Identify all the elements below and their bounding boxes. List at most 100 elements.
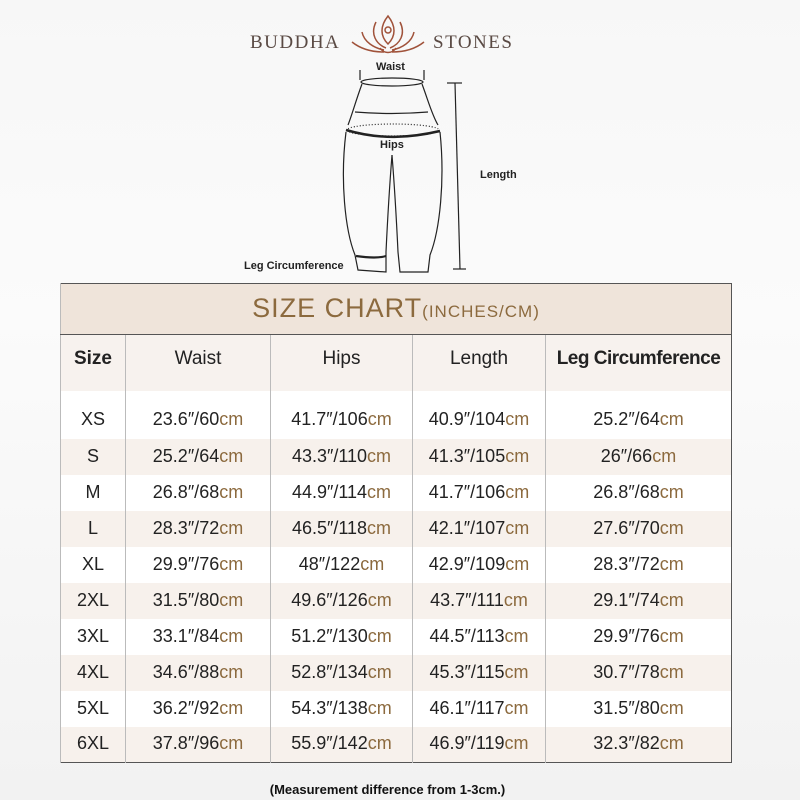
measurement-cell: 29.1″/74cm <box>545 582 732 619</box>
size-cell: 2XL <box>60 582 126 619</box>
size-cell: 3XL <box>60 618 126 655</box>
measurement-cell: 46.9″/119cm <box>412 726 546 763</box>
unit-cm: cm <box>659 661 684 682</box>
measurement-cell: 32.3″/82cm <box>545 726 732 763</box>
table-row: 6XL 37.8″/96cm 55.9″/142cm 46.9″/119cm 32.3″… <box>60 726 732 763</box>
column-header: Waist <box>125 334 271 391</box>
unit-cm: cm <box>219 661 244 682</box>
measurement-cell: 37.8″/96cm <box>125 726 271 763</box>
measurement-value: 31.5″/80 <box>593 697 660 718</box>
unit-cm: cm <box>504 697 529 718</box>
unit-cm: cm <box>367 625 392 646</box>
unit-cm: cm <box>659 408 684 429</box>
measurement-value: 30.7″/78 <box>593 661 660 682</box>
measurement-cell: 49.6″/126cm <box>270 582 413 619</box>
unit-cm: cm <box>219 481 244 502</box>
unit-cm: cm <box>367 517 392 538</box>
measurement-cell: 29.9″/76cm <box>545 618 732 655</box>
size-cell: L <box>60 510 126 547</box>
measurement-value: 37.8″/96 <box>152 733 220 754</box>
measurement-cell: 27.6″/70cm <box>545 510 732 547</box>
unit-cm: cm <box>367 733 392 754</box>
unit-cm: cm <box>367 589 392 610</box>
measurement-cell: 26.8″/68cm <box>545 474 732 511</box>
measurement-cell: 41.3″/105cm <box>412 438 546 475</box>
measurement-value: 49.6″/126 <box>291 589 368 610</box>
table-title-unit: (INCHES/CM) <box>422 302 540 322</box>
leg-circumference-label: Leg Circumference <box>244 260 344 272</box>
measurement-cell: 43.3″/110cm <box>270 438 413 475</box>
lotus-logo-icon <box>351 14 425 54</box>
table-title: SIZE CHART(INCHES/CM) <box>60 283 732 335</box>
measurement-value: 29.1″/74 <box>593 589 660 610</box>
table-title-text: SIZE CHART <box>252 293 423 324</box>
measurement-cell: 45.3″/115cm <box>412 654 546 691</box>
measurement-value: 28.3″/72 <box>152 517 220 538</box>
unit-cm: cm <box>219 445 244 466</box>
measurement-value: 46.9″/119 <box>429 733 505 754</box>
measurement-cell: 41.7″/106cm <box>412 474 546 511</box>
table-row: S 25.2″/64cm 43.3″/110cm 41.3″/105cm 26″/66c… <box>60 438 732 475</box>
measurement-cell: 46.5″/118cm <box>270 510 413 547</box>
unit-cm: cm <box>219 733 244 754</box>
table-row: XL 29.9″/76cm 48″/122cm 42.9″/109cm 28.3″/72… <box>60 546 732 583</box>
hips-label: Hips <box>380 139 404 151</box>
measurement-cell: 26″/66cm <box>545 438 732 475</box>
table-row: M 26.8″/68cm 44.9″/114cm 41.7″/106cm 26.8″/6… <box>60 474 732 511</box>
measurement-cell: 40.9″/104cm <box>412 390 546 439</box>
unit-cm: cm <box>503 589 528 610</box>
table-row: XS 23.6″/60cm 41.7″/106cm 40.9″/104cm 25.2″/… <box>60 390 732 439</box>
table-row: 3XL 33.1″/84cm 51.2″/130cm 44.5″/113cm 29.9″… <box>60 618 732 655</box>
measurement-value: 52.8″/134 <box>291 661 368 682</box>
size-cell: M <box>60 474 126 511</box>
measurement-cell: 23.6″/60cm <box>125 390 271 439</box>
size-cell: 5XL <box>60 690 126 727</box>
measurement-value: 43.7″/111 <box>430 589 504 610</box>
measurement-cell: 30.7″/78cm <box>545 654 732 691</box>
measurement-value: 36.2″/92 <box>152 697 220 718</box>
unit-cm: cm <box>219 625 244 646</box>
unit-cm: cm <box>652 445 677 466</box>
size-cell: XS <box>60 390 126 439</box>
measurement-cell: 44.9″/114cm <box>270 474 413 511</box>
unit-cm: cm <box>659 517 684 538</box>
measurement-value: 40.9″/104 <box>428 408 506 429</box>
measurement-cell: 31.5″/80cm <box>125 582 271 619</box>
measurement-note: (Measurement difference from 1-3cm.) <box>269 782 506 797</box>
measurement-value: 51.2″/130 <box>291 625 368 646</box>
unit-cm: cm <box>659 697 684 718</box>
measurement-value: 27.6″/70 <box>593 517 660 538</box>
measurement-cell: 52.8″/134cm <box>270 654 413 691</box>
column-header: Length <box>412 334 546 391</box>
measurement-cell: 42.9″/109cm <box>412 546 546 583</box>
measurement-value: 55.9″/142 <box>291 733 368 754</box>
measurement-value: 29.9″/76 <box>152 553 220 574</box>
measurement-value: 41.7″/106 <box>428 481 506 502</box>
unit-cm: cm <box>219 697 244 718</box>
unit-cm: cm <box>505 517 530 538</box>
measurement-value: 46.5″/118 <box>291 517 368 538</box>
measurement-value: 29.9″/76 <box>593 625 660 646</box>
size-cell: 4XL <box>60 654 126 691</box>
measurement-cell: 28.3″/72cm <box>125 510 271 547</box>
unit-cm: cm <box>659 625 684 646</box>
unit-cm: cm <box>505 481 530 502</box>
measurement-cell: 25.2″/64cm <box>545 390 732 439</box>
size-cell: 6XL <box>60 726 126 763</box>
measurement-cell: 41.7″/106cm <box>270 390 413 439</box>
unit-cm: cm <box>367 661 392 682</box>
measurement-value: 28.3″/72 <box>593 553 660 574</box>
measurement-value: 44.9″/114 <box>291 481 368 502</box>
measurement-value: 32.3″/82 <box>593 733 660 754</box>
header-row: Size Waist Hips Length Leg Circumference <box>60 334 732 391</box>
unit-cm: cm <box>504 733 529 754</box>
unit-cm: cm <box>505 553 530 574</box>
unit-cm: cm <box>659 481 684 502</box>
measurement-value: 44.5″/113 <box>429 625 505 646</box>
unit-cm: cm <box>659 553 684 574</box>
measurement-cell: 33.1″/84cm <box>125 618 271 655</box>
measurement-value: 26″/66 <box>600 445 653 466</box>
unit-cm: cm <box>504 661 529 682</box>
unit-cm: cm <box>367 408 392 429</box>
size-cell: S <box>60 438 126 475</box>
